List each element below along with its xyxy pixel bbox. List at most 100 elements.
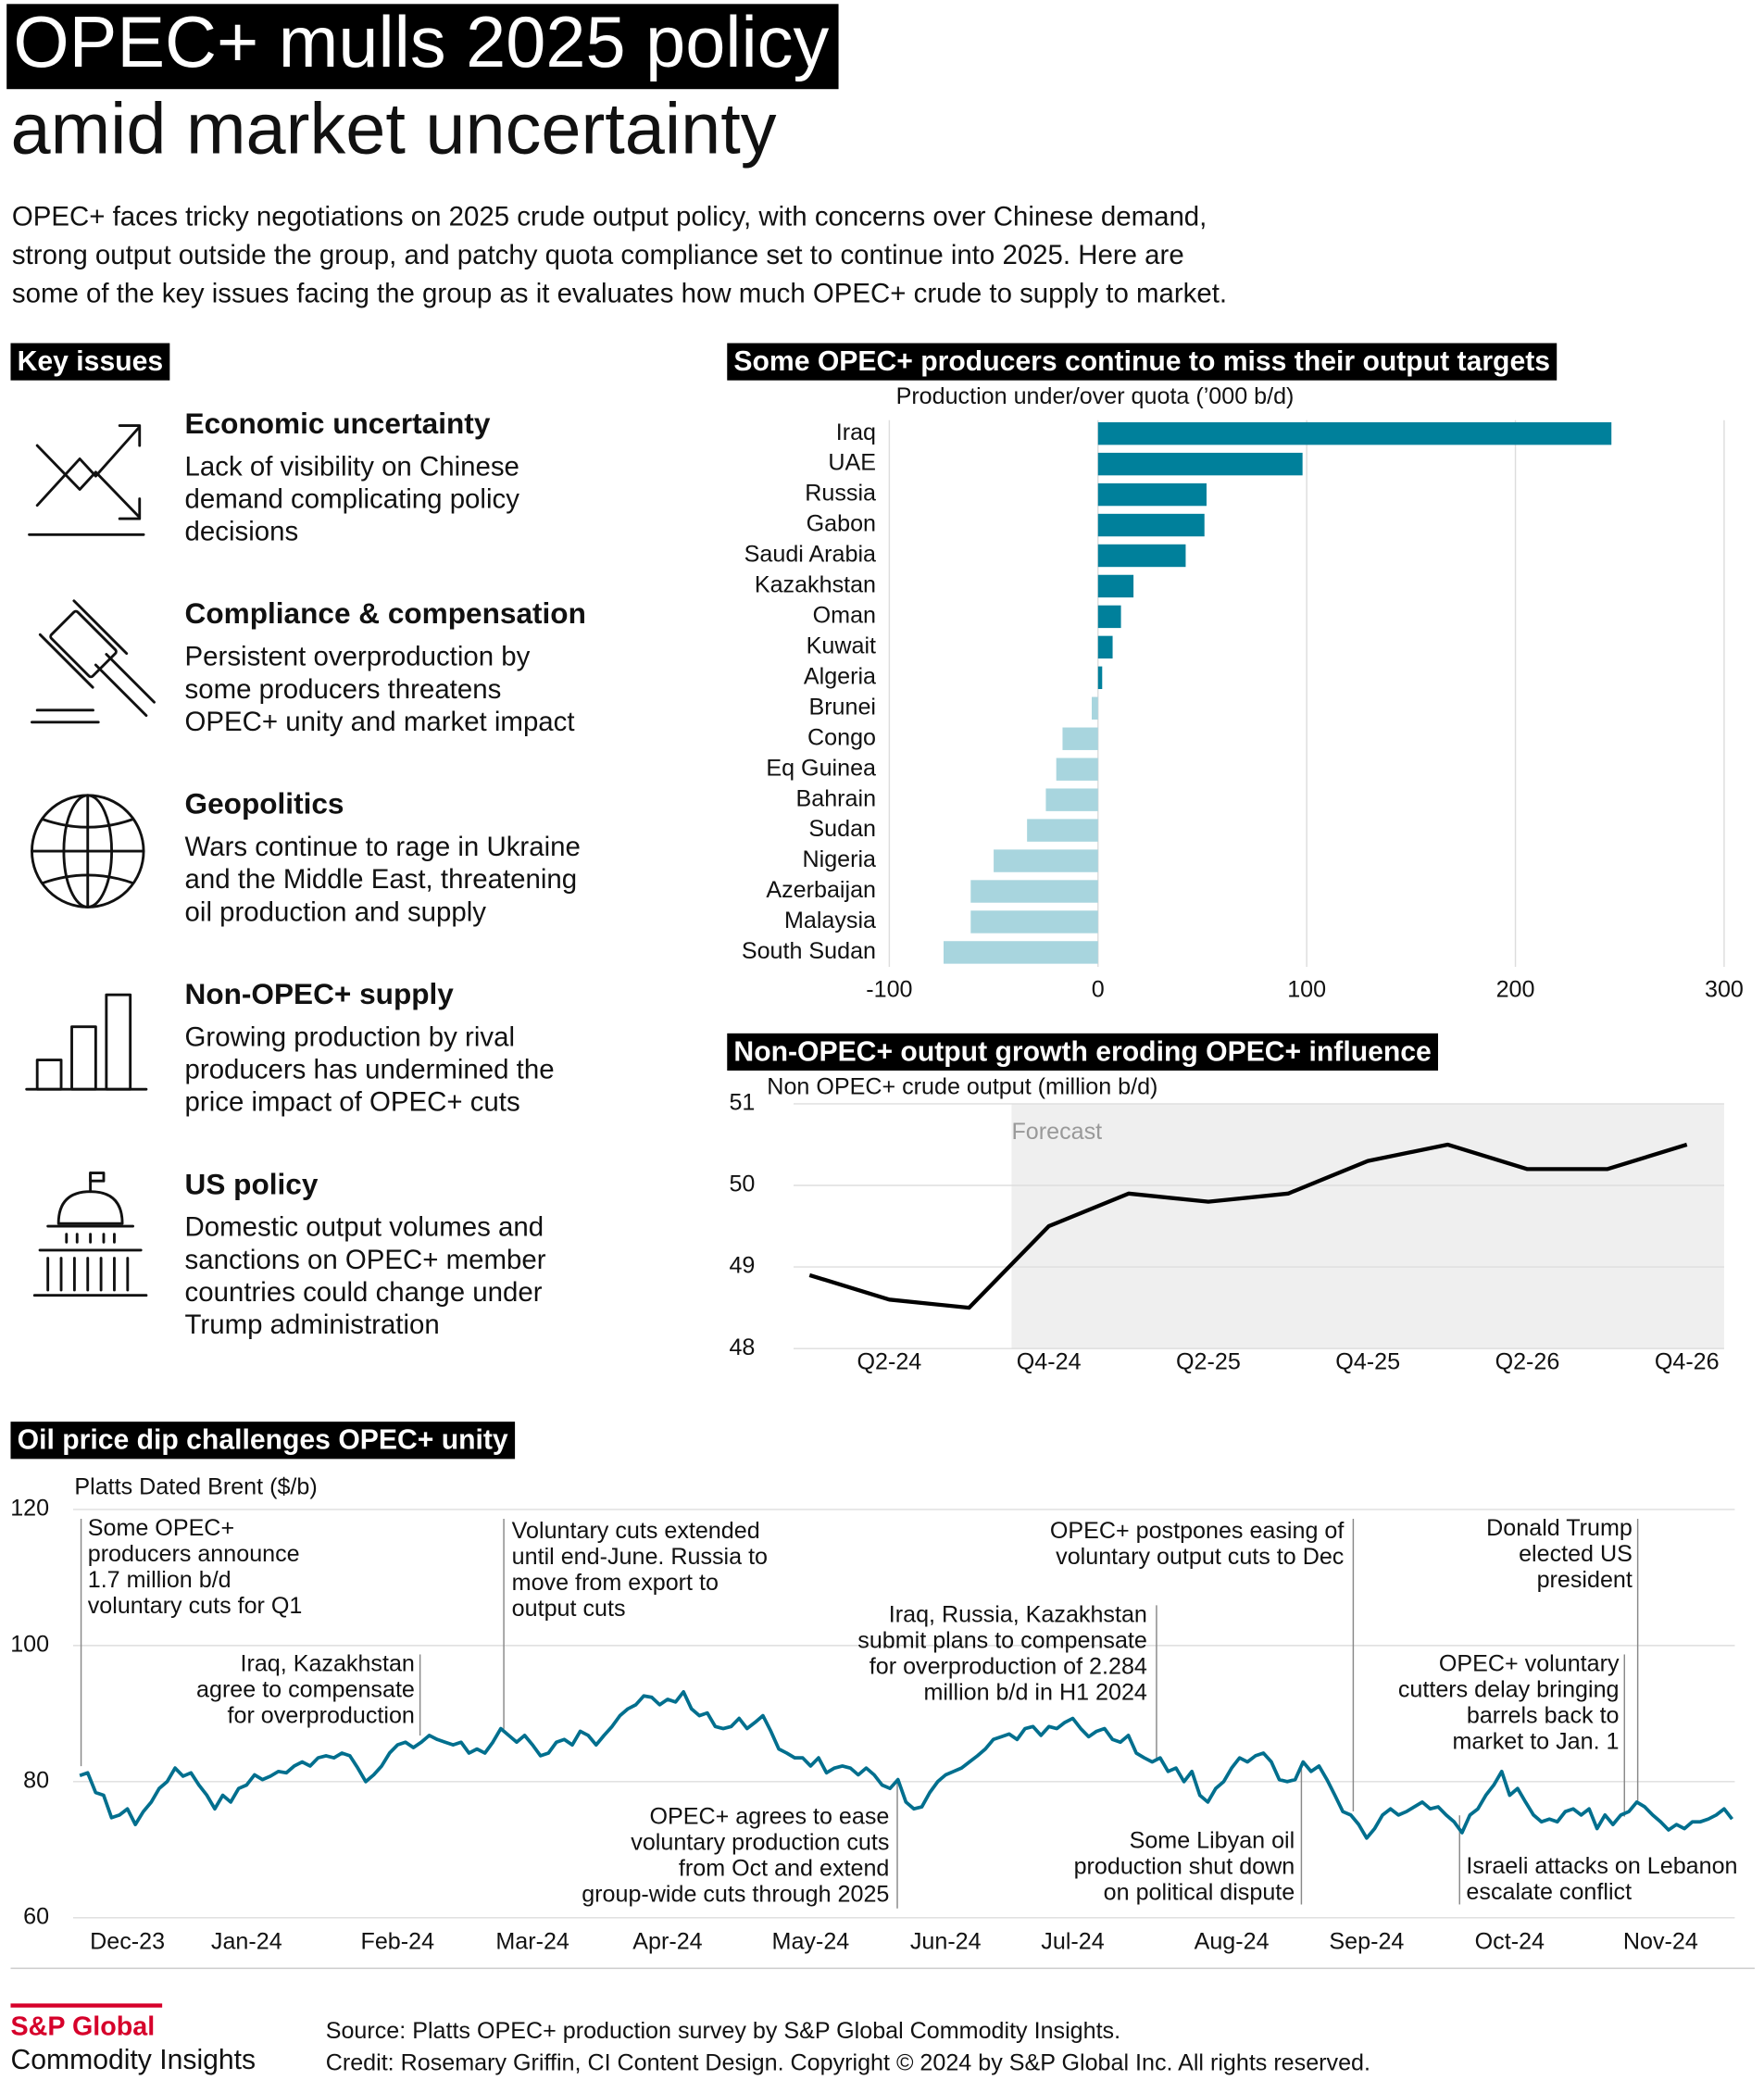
- chart-title-box: [727, 343, 1558, 381]
- annotation-text: Some OPEC+: [88, 1515, 234, 1541]
- x-tick-label: Dec-23: [90, 1929, 165, 1955]
- x-tick-label: Jul-24: [1041, 1929, 1104, 1955]
- issue-text: decisions: [185, 517, 299, 547]
- annotation-text: producers announce: [88, 1541, 300, 1567]
- bar: [970, 910, 1098, 933]
- annotation-text: voluntary production cuts: [631, 1830, 889, 1856]
- category-label: Gabon: [807, 511, 876, 537]
- issue-text: sanctions on OPEC+ member: [185, 1245, 546, 1275]
- issue-text: price impact of OPEC+ cuts: [185, 1087, 520, 1118]
- y-tick-label: 51: [729, 1090, 755, 1116]
- annotation-text: elected US: [1519, 1541, 1633, 1567]
- intro-text: OPEC+ faces tricky negotiations on 2025 …: [12, 201, 1207, 232]
- bar: [1045, 788, 1098, 811]
- x-tick-label: Oct-24: [1475, 1929, 1545, 1955]
- brand: S&P Global: [10, 2012, 155, 2042]
- issue-text: oil production and supply: [185, 896, 487, 927]
- annotation-text: output cuts: [512, 1596, 626, 1622]
- y-tick-label: 100: [10, 1632, 49, 1658]
- issue-text: and the Middle East, threatening: [185, 864, 578, 895]
- x-tick-label: -100: [866, 977, 912, 1003]
- chart-title-box: [10, 1422, 516, 1460]
- bar: [1097, 421, 1612, 445]
- category-label: UAE: [828, 450, 876, 476]
- icon-economy: [28, 424, 145, 536]
- issue-text: Wars continue to rage in Ukraine: [185, 832, 581, 862]
- annotation-text: Voluntary cuts extended: [512, 1518, 760, 1544]
- category-label: Iraq: [836, 420, 876, 445]
- bar: [1097, 605, 1121, 629]
- y-tick-label: 80: [23, 1767, 49, 1793]
- x-tick-label: Q4-24: [1017, 1349, 1082, 1375]
- axis-label: Platts Dated Brent ($/b): [74, 1474, 317, 1500]
- annotation-text: 1.7 million b/d: [88, 1567, 231, 1593]
- annotation-text: barrels back to: [1467, 1703, 1620, 1729]
- annotation-text: OPEC+ agrees to ease: [650, 1804, 890, 1830]
- chart-title-box: [727, 1033, 1439, 1071]
- issue-title: Compliance & compensation: [185, 596, 586, 630]
- issue-text: producers has undermined the: [185, 1055, 555, 1085]
- page-title-box: [6, 4, 839, 90]
- y-tick-label: 120: [10, 1496, 49, 1522]
- x-tick-label: Aug-24: [1195, 1929, 1270, 1955]
- issue-text: demand complicating policy: [185, 483, 520, 514]
- category-label: Eq Guinea: [766, 755, 876, 781]
- page-title: OPEC+ mulls 2025 policy: [13, 3, 829, 82]
- credit-note: Credit: Rosemary Griffin, CI Content Des…: [326, 2049, 1370, 2075]
- axis-label: Production under/over quota (’000 b/d): [896, 383, 1295, 409]
- annotation-text: agree to compensate: [196, 1677, 415, 1703]
- x-tick-label: 0: [1092, 977, 1105, 1003]
- annotation-text: voluntary output cuts to Dec: [1056, 1544, 1344, 1570]
- x-tick-label: Sep-24: [1329, 1929, 1404, 1955]
- annotation-text: submit plans to compensate: [857, 1627, 1147, 1653]
- issue-text: Growing production by rival: [185, 1021, 515, 1052]
- bar: [1097, 635, 1113, 659]
- category-label: Bahrain: [796, 785, 877, 811]
- category-label: Nigeria: [803, 846, 877, 872]
- bar: [943, 941, 1098, 964]
- issue-text: some producers threatens: [185, 674, 502, 705]
- annotation-text: voluntary cuts for Q1: [88, 1593, 303, 1619]
- annotation-text: for overproduction of 2.284: [869, 1653, 1147, 1679]
- category-label: Kazakhstan: [755, 572, 876, 598]
- x-tick-label: Q4-25: [1335, 1349, 1400, 1375]
- annotation-text: on political dispute: [1104, 1880, 1295, 1906]
- annotation-text: from Oct and extend: [679, 1856, 889, 1882]
- issue-title: Geopolitics: [185, 787, 344, 821]
- annotation-text: Israeli attacks on Lebanon: [1466, 1853, 1737, 1879]
- bar: [1062, 727, 1098, 750]
- section-title: Key issues: [18, 346, 163, 377]
- x-tick-label: 300: [1705, 977, 1744, 1003]
- icon-bars: [25, 993, 148, 1091]
- page-title: amid market uncertainty: [10, 90, 776, 169]
- forecast-label: Forecast: [1011, 1119, 1102, 1145]
- issue-title: Non-OPEC+ supply: [185, 977, 455, 1010]
- axis-label: Non OPEC+ crude output (million b/d): [767, 1073, 1157, 1099]
- bar: [1097, 482, 1207, 507]
- annotation-text: Iraq, Russia, Kazakhstan: [889, 1601, 1147, 1627]
- issue-title: Economic uncertainty: [185, 407, 491, 440]
- issue-text: Persistent overproduction by: [185, 642, 531, 672]
- x-tick-label: Q2-24: [857, 1349, 922, 1375]
- category-label: Malaysia: [784, 908, 876, 933]
- bar: [1097, 666, 1103, 690]
- category-label: Kuwait: [807, 633, 876, 658]
- annotation-text: group-wide cuts through 2025: [582, 1882, 889, 1908]
- issue-title: US policy: [185, 1167, 319, 1200]
- x-tick-label: Jan-24: [211, 1929, 282, 1955]
- bar: [1097, 513, 1205, 537]
- data-line: [79, 1689, 1734, 1840]
- x-tick-label: Nov-24: [1623, 1929, 1698, 1955]
- category-label: Azerbaijan: [766, 877, 876, 903]
- annotation-text: for overproduction: [228, 1703, 415, 1729]
- y-tick-label: 49: [729, 1253, 755, 1279]
- icon-gavel: [31, 599, 156, 724]
- chart-title: Non-OPEC+ output growth eroding OPEC+ in…: [733, 1036, 1431, 1067]
- category-label: Saudi Arabia: [744, 542, 876, 568]
- annotation-text: cutters delay bringing: [1398, 1677, 1620, 1703]
- y-tick-label: 48: [729, 1334, 755, 1360]
- annotation-text: escalate conflict: [1466, 1879, 1632, 1905]
- icon-capitol: [32, 1172, 148, 1297]
- category-label: Sudan: [808, 816, 876, 842]
